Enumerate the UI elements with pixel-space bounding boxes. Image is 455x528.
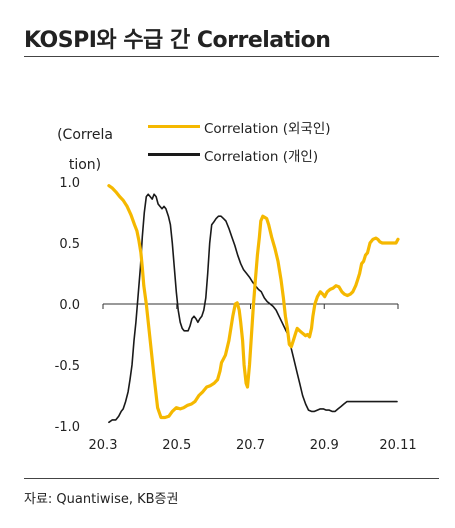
y-tick-label: 1.0 [59,176,80,191]
x-tick-label: 20.11 [379,438,416,453]
x-tick-label: 20.3 [89,438,118,453]
title-divider [24,56,439,57]
y-axis-label-line-2: tion) [68,157,102,173]
legend-swatch-foreign [148,125,200,128]
x-tick-label: 20.9 [310,438,339,453]
legend-label-individual: Correlation (개인) [204,149,319,165]
y-tick-label: 0.0 [59,298,80,313]
footer-divider [24,478,439,479]
y-tick-label: -1.0 [55,420,80,435]
series-line-foreign [107,184,400,420]
source-note: 자료: Quantiwise, KB증권 [24,492,179,507]
series-line-individual [108,193,398,424]
legend-swatch-individual [148,153,200,156]
y-axis-label-line-1: (Correla [57,127,113,143]
chart-title: KOSPI와 수급 간 Correlation [24,28,331,53]
x-tick-label: 20.5 [162,438,191,453]
y-axis-label: (Correla tion) [55,120,115,180]
y-tick-label: -0.5 [55,359,80,374]
x-tick-label: 20.7 [236,438,265,453]
legend-label-foreign: Correlation (외국인) [204,121,331,137]
y-tick-label: 0.5 [59,237,80,252]
